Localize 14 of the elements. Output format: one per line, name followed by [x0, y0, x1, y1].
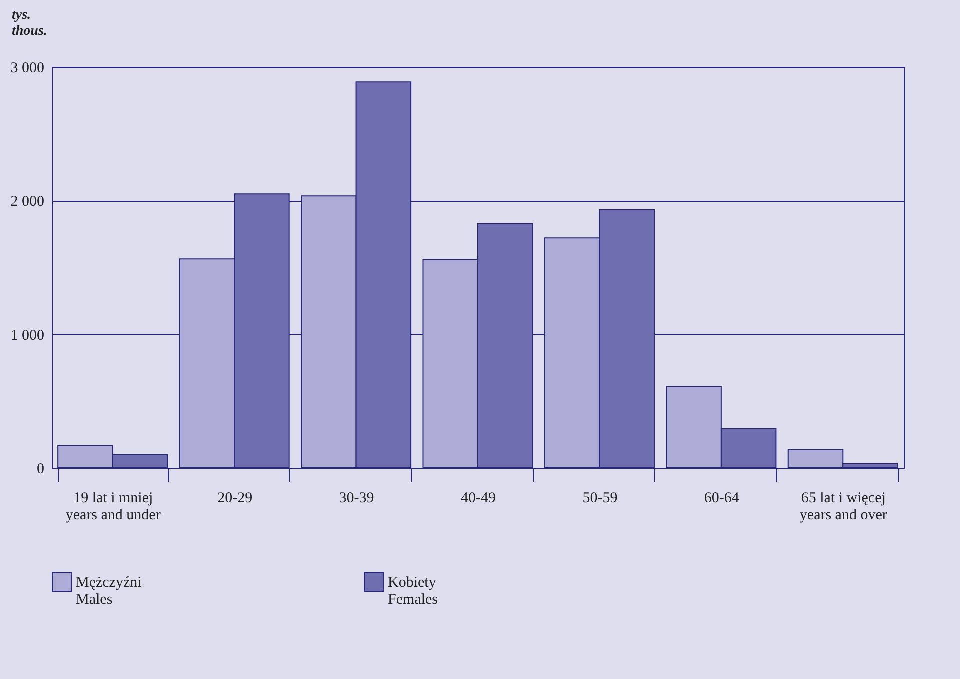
- y-axis-title: tys. thous.: [12, 8, 48, 39]
- legend-label: Mężczyźni Males: [76, 575, 142, 608]
- x-tick-label: 20-29: [218, 490, 253, 506]
- x-tick-label: 19 lat i mniej years and under: [66, 490, 161, 524]
- x-tick-label: 65 lat i więcej years and over: [800, 490, 888, 524]
- x-tick-label: 50-59: [582, 490, 618, 506]
- y-tick-label: 1 000: [10, 328, 44, 344]
- x-tick-label: 40-49: [461, 490, 496, 506]
- y-tick-label: 3 000: [10, 60, 44, 76]
- y-tick-label: 2 000: [10, 194, 44, 210]
- x-tick-label: 60-64: [704, 490, 740, 506]
- y-tick-label: 0: [37, 462, 44, 478]
- x-tick-label: 30-39: [339, 490, 374, 506]
- legend-label: Kobiety Females: [388, 575, 438, 608]
